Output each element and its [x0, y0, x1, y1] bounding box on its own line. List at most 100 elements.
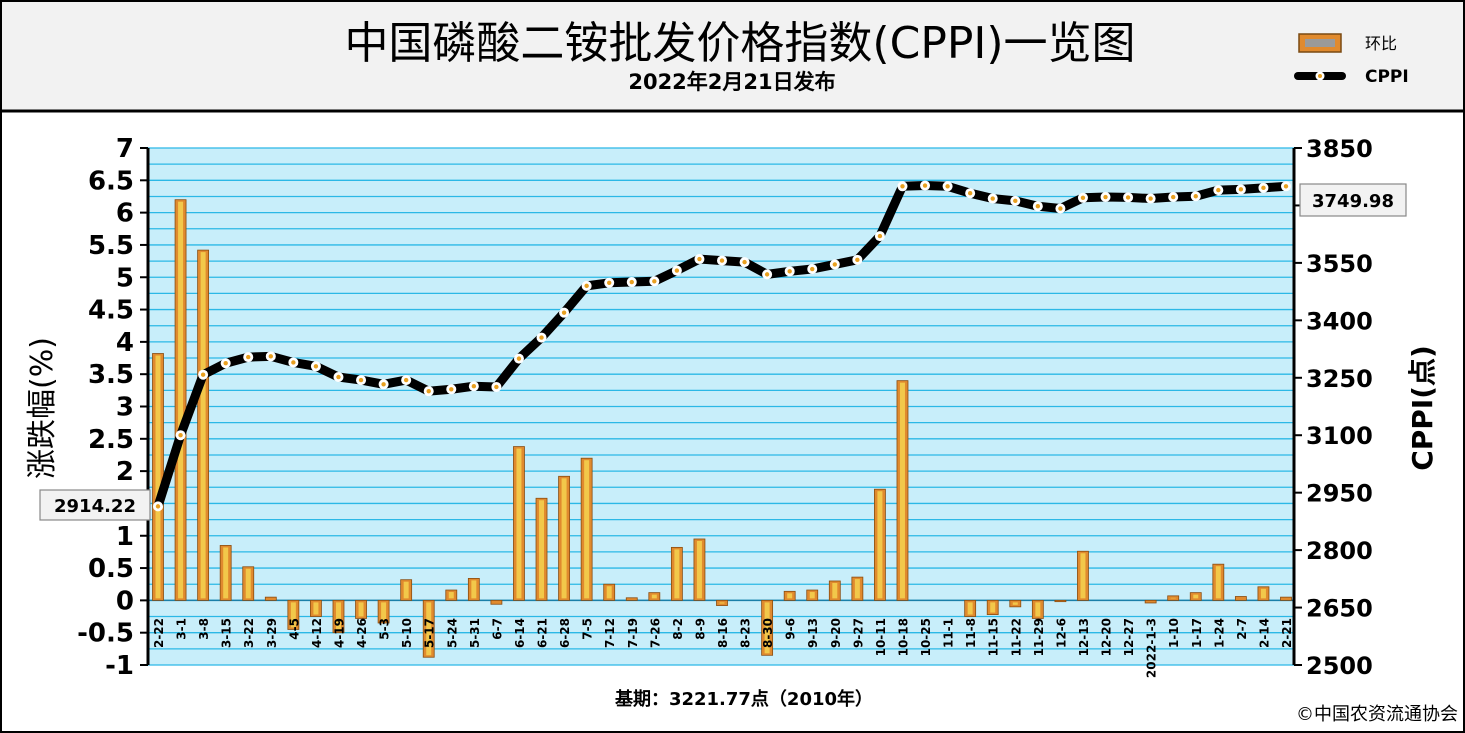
cppi-point-dot [561, 310, 567, 315]
bar-inner [606, 586, 612, 599]
cppi-point [1032, 201, 1043, 212]
right-tick-label: 3400 [1306, 307, 1373, 335]
bar [874, 488, 886, 601]
x-tick-label: 9-13 [806, 618, 820, 648]
cppi-point-dot [674, 268, 680, 273]
cppi-point [468, 381, 479, 392]
bar [1280, 596, 1292, 601]
bar-inner [719, 602, 725, 604]
legend-bar-swatch-inner [1305, 39, 1335, 47]
bar [1144, 599, 1157, 604]
cppi-point-dot [967, 190, 973, 196]
cppi-point [446, 384, 457, 395]
bar-inner [381, 602, 387, 621]
left-tick-label: 6 [116, 199, 134, 229]
cppi-point-dot [1283, 184, 1289, 189]
x-tick-label: 12-6 [1054, 618, 1068, 648]
bar-outer [1054, 599, 1067, 603]
bar-inner [403, 581, 409, 599]
bar [1212, 563, 1225, 601]
cppi-point-dot [178, 433, 183, 438]
cppi-point-dot [945, 184, 950, 189]
x-tick-label: 12-27 [1122, 618, 1136, 656]
cppi-point [1055, 203, 1066, 214]
x-tick-label: 9-27 [851, 618, 865, 648]
cppi-point-dot [516, 356, 522, 361]
bar [1167, 595, 1180, 601]
bar [400, 579, 413, 601]
base-period-note: 基期：3221.77点（2010年） [614, 688, 873, 710]
right-tick-label: 2500 [1306, 652, 1373, 680]
cppi-point [356, 375, 367, 386]
cppi-point-dot [810, 266, 815, 272]
bar [174, 199, 187, 601]
bar-inner [967, 602, 973, 615]
cppi-point-dot [1013, 198, 1018, 204]
x-tick-label: 1-17 [1190, 618, 1204, 648]
right-tick-label: 3850 [1306, 135, 1373, 163]
cppi-point-dot [426, 388, 431, 394]
x-tick-label: 3-8 [197, 618, 211, 640]
x-tick-label: 4-5 [287, 618, 301, 640]
cppi-point [829, 259, 840, 270]
cppi-point-dot [1261, 185, 1266, 191]
chart-title: 中国磷酸二铵批发价格指数(CPPI)一览图 [344, 18, 1135, 69]
cppi-point [1123, 192, 1134, 203]
right-tick-label: 2800 [1306, 537, 1373, 565]
left-tick-label: -1 [105, 651, 134, 681]
x-tick-label: 2-14 [1257, 618, 1271, 648]
x-tick-label: 8-16 [716, 618, 730, 648]
cppi-point [423, 386, 434, 397]
bar-inner [448, 592, 454, 599]
bar [513, 446, 525, 601]
cppi-point-dot [764, 272, 770, 277]
left-tick-label: 5 [116, 263, 134, 293]
bar [1054, 599, 1067, 603]
cppi-point-dot [1058, 206, 1063, 211]
bar [670, 546, 683, 601]
x-tick-label: 12-20 [1100, 618, 1114, 656]
bar-outer [1280, 596, 1292, 601]
bar-inner [1215, 566, 1221, 599]
cppi-point [378, 379, 389, 390]
bar [422, 599, 435, 658]
line-series [153, 180, 1291, 512]
cppi-point-dot [584, 283, 589, 289]
cppi-point [604, 277, 615, 288]
x-tick-label: 3-22 [242, 618, 256, 648]
cppi-point [762, 269, 773, 280]
cppi-point-dot [1171, 194, 1176, 200]
bar [1009, 599, 1022, 608]
bar-series [152, 199, 1292, 658]
cppi-point [784, 266, 795, 277]
cppi-point-dot [697, 256, 702, 262]
x-tick-label: 8-23 [739, 618, 753, 648]
copyright-note: ©中国农资流通协会 [1296, 704, 1458, 725]
x-tick-label: 11-22 [1009, 618, 1023, 656]
x-tick-label: 3-1 [175, 618, 189, 640]
x-tick-label: 7-26 [648, 618, 662, 648]
cppi-point-dot [539, 335, 544, 340]
bar [152, 353, 164, 601]
x-tick-label: 10-11 [874, 618, 888, 656]
bar [287, 599, 300, 630]
cppi-point-dot [742, 259, 747, 265]
cppi-point [942, 181, 953, 192]
cppi-point [401, 375, 412, 386]
cppi-point [626, 277, 637, 288]
bar [580, 457, 593, 601]
cppi-point-dot [629, 279, 634, 285]
cppi-point [1235, 184, 1246, 195]
left-tick-label: -0.5 [77, 619, 134, 649]
cppi-point [333, 372, 344, 383]
x-tick-label: 2-21 [1280, 618, 1294, 648]
cppi-point-dot [990, 196, 995, 201]
cppi-point-dot [719, 258, 725, 263]
cppi-point [1281, 181, 1291, 192]
cppi-point-dot [1148, 196, 1153, 201]
x-tick-label: 6-7 [490, 618, 504, 640]
bar-inner [539, 500, 545, 599]
cppi-point-dot [268, 354, 273, 359]
x-tick-label: 10-25 [919, 618, 933, 656]
bar-inner [223, 547, 229, 599]
